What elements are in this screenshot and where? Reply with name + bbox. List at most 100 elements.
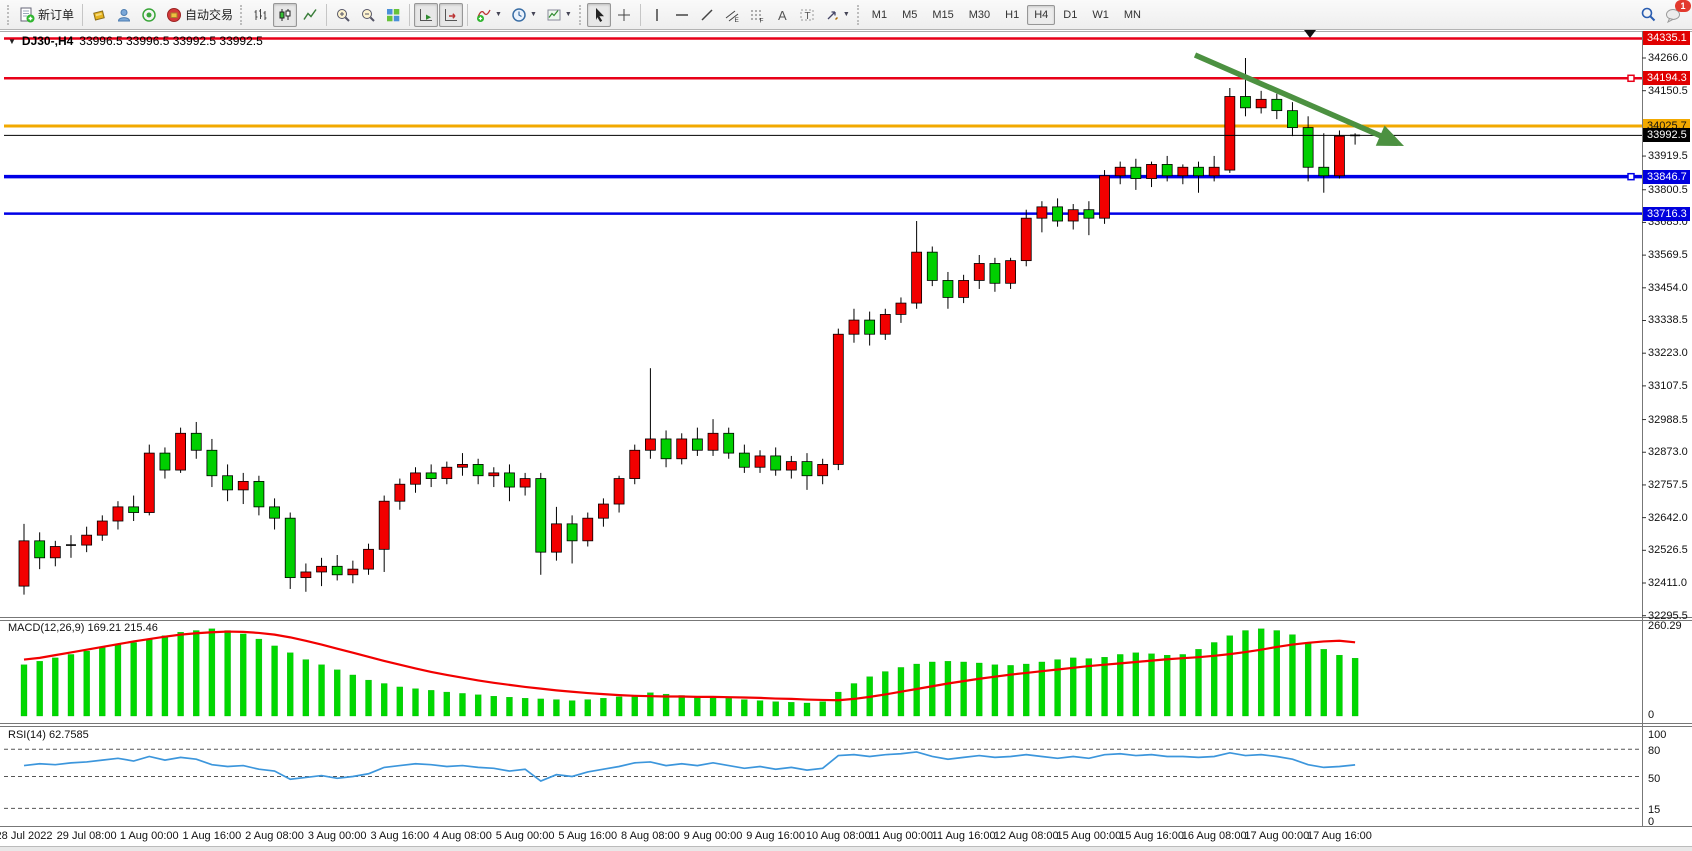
- timeframe-m15-button[interactable]: M15: [932, 8, 954, 21]
- toolbar-grip[interactable]: [7, 4, 12, 25]
- rsi-indicator-label: RSI(14) 62.7585: [8, 729, 89, 741]
- chart-shift-icon: [445, 8, 458, 21]
- text-label-button[interactable]: T: [795, 3, 819, 27]
- community-icon: [118, 8, 131, 21]
- timeframe-mn-button[interactable]: MN: [1123, 8, 1141, 21]
- price-tick-label: 32873.0: [1648, 446, 1688, 459]
- time-axis-label: 11 Aug 00:00: [868, 830, 933, 842]
- notifications-button[interactable]: 1: [1661, 0, 1691, 27]
- templates-button[interactable]: ▼: [542, 3, 576, 27]
- rsi-axis-label: 80: [1648, 745, 1661, 758]
- price-tick-label: 33800.5: [1648, 183, 1688, 196]
- price-axis[interactable]: 34266.0 34150.5 33919.5 33800.5 33685.0 33569…: [1643, 30, 1692, 827]
- trendline-icon: [701, 8, 713, 21]
- tile-windows-icon: [387, 8, 400, 21]
- time-axis-label: 1 Aug 16:00: [182, 830, 242, 842]
- time-axis-label: 10 Aug 08:00: [805, 830, 871, 842]
- toolbar-grip[interactable]: [578, 4, 584, 25]
- community-button[interactable]: [112, 3, 136, 27]
- candlestick-chart-button[interactable]: [273, 2, 298, 27]
- timeframe-m5-button[interactable]: M5: [902, 8, 918, 21]
- arrows-tool-button[interactable]: ▼: [820, 3, 854, 27]
- quotes-button[interactable]: [87, 3, 111, 27]
- vertical-line-button[interactable]: [645, 3, 669, 27]
- signals-button[interactable]: [137, 3, 161, 27]
- price-tick-label: 32295.5: [1648, 609, 1688, 622]
- fibonacci-button[interactable]: F: [745, 3, 769, 27]
- time-axis-label: 9 Aug 16:00: [746, 830, 806, 842]
- auto-scroll-button[interactable]: [414, 2, 439, 27]
- toolbar-separator: [409, 3, 411, 26]
- trendline-button[interactable]: [695, 3, 719, 27]
- timeframe-m30-button[interactable]: M30: [968, 8, 991, 21]
- time-axis-label: 17 Aug 16:00: [1307, 830, 1372, 842]
- bar-chart-button[interactable]: [248, 3, 272, 27]
- time-axis-label: 17 Aug 00:00: [1244, 830, 1310, 842]
- time-axis[interactable]: 28 Jul 2022 29 Jul 08:00 1 Aug 00:00 1 Aug …: [0, 827, 1692, 846]
- rsi-axis-label: 100: [1648, 729, 1667, 741]
- zoom-in-button[interactable]: [331, 3, 355, 27]
- indicators-icon: [477, 9, 491, 22]
- autotrading-icon: [167, 7, 182, 22]
- dropdown-caret-icon: ▼: [564, 11, 572, 18]
- time-axis-label: 29 Jul 08:00: [56, 830, 117, 842]
- chart-window[interactable]: [0, 30, 1692, 846]
- search-button[interactable]: [1636, 3, 1661, 27]
- timeframe-d1-button[interactable]: D1: [1063, 8, 1078, 21]
- timeframe-m1-button[interactable]: M1: [871, 8, 888, 21]
- toolbar-grip[interactable]: [240, 4, 245, 25]
- time-axis-label: 2 Aug 08:00: [245, 830, 304, 842]
- dropdown-caret-icon: ▼: [529, 11, 537, 18]
- zoom-in-icon: [337, 8, 350, 22]
- toolbar-grip[interactable]: [856, 4, 862, 25]
- svg-text:A: A: [778, 8, 787, 23]
- one-click-dropdown-icon[interactable]: ▼: [8, 36, 16, 46]
- quotes-icon: [93, 9, 105, 21]
- crosshair-icon: [617, 8, 630, 21]
- dropdown-caret-icon: ▼: [495, 11, 502, 18]
- auto-scroll-icon: [420, 8, 433, 21]
- arrows-tool-icon: [827, 10, 838, 20]
- time-axis-label: 4 Aug 08:00: [433, 830, 492, 842]
- equidistant-channel-button[interactable]: E: [720, 3, 744, 27]
- tile-windows-button[interactable]: [381, 3, 405, 27]
- price-level-badge: 34335.1: [1643, 31, 1690, 46]
- candlestick-chart-icon: [279, 8, 291, 21]
- timeframe-h4-button[interactable]: H4: [1027, 4, 1056, 25]
- dropdown-caret-icon: ▼: [842, 11, 850, 18]
- autotrading-label: 自动交易: [185, 8, 234, 22]
- signals-icon: [142, 7, 156, 22]
- crosshair-button[interactable]: [612, 3, 636, 27]
- text-tool-button[interactable]: A: [770, 3, 794, 27]
- indicators-button[interactable]: ▼: [472, 3, 506, 27]
- timeframe-h1-button[interactable]: H1: [1005, 8, 1020, 21]
- autotrading-button[interactable]: 自动交易: [162, 3, 237, 27]
- symbol-period-label: DJ30-,H4: [21, 34, 74, 48]
- macd-axis-zero-label: 0: [1648, 709, 1655, 721]
- chart-shift-button[interactable]: [439, 2, 464, 27]
- price-tick-label: 33338.5: [1648, 314, 1688, 327]
- price-tick-label: 33454.0: [1648, 281, 1688, 294]
- horizontal-line-button[interactable]: [670, 3, 694, 27]
- price-tick-label: 32411.0: [1648, 577, 1687, 589]
- time-axis-label: 5 Aug 00:00: [495, 830, 555, 842]
- time-axis-label: 12 Aug 08:00: [993, 830, 1059, 842]
- zoom-out-button[interactable]: [356, 3, 380, 27]
- price-tick-label: 32757.5: [1648, 478, 1688, 491]
- horizontal-line-icon: [675, 13, 688, 16]
- timeframe-w1-button[interactable]: W1: [1092, 8, 1109, 21]
- price-tick-label: 33107.5: [1648, 379, 1688, 392]
- notification-badge: 1: [1675, 0, 1691, 12]
- cursor-button[interactable]: [586, 2, 611, 27]
- new-order-label: 新订单: [38, 8, 75, 22]
- vertical-line-icon: [656, 8, 658, 21]
- line-chart-button[interactable]: [298, 3, 322, 27]
- fibonacci-icon: F: [750, 10, 763, 23]
- text-tool-icon: A: [778, 8, 787, 23]
- toolbar-separator: [467, 3, 469, 26]
- quote-ohlc-label: 33996.5 33996.5 33992.5 33992.5: [79, 34, 263, 48]
- time-axis-label: 16 Aug 08:00: [1181, 830, 1247, 842]
- periods-button[interactable]: ▼: [507, 3, 541, 27]
- rsi-axis-label: 15: [1648, 804, 1661, 817]
- new-order-button[interactable]: 新订单: [15, 3, 78, 27]
